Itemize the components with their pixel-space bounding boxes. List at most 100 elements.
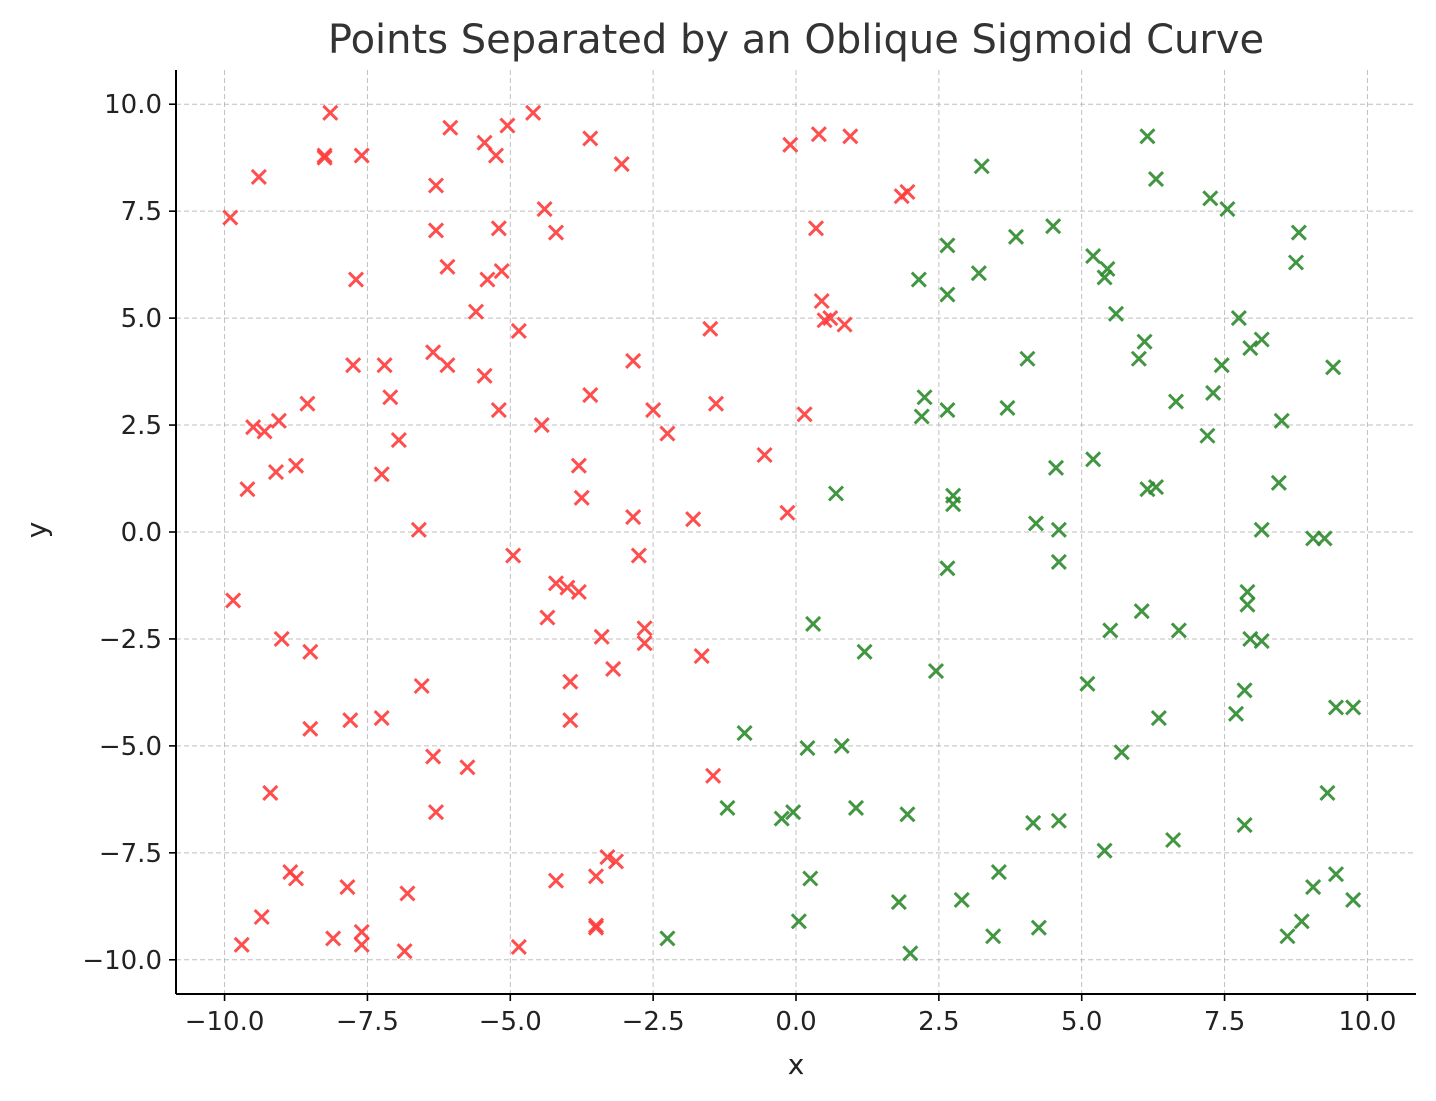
- data-point: [1050, 553, 1067, 571]
- data-point: [985, 928, 1002, 945]
- data-point: [599, 849, 616, 866]
- data-point: [396, 943, 413, 960]
- data-point: [299, 395, 316, 412]
- data-point: [1136, 333, 1153, 350]
- data-point: [1205, 384, 1222, 402]
- data-point: [342, 712, 359, 729]
- data-point: [570, 583, 587, 600]
- data-point: [1147, 171, 1165, 188]
- data-point: [973, 158, 990, 175]
- data-point: [1165, 831, 1182, 849]
- y-tick-label: −5.0: [99, 732, 162, 762]
- data-point: [1236, 816, 1253, 834]
- data-point: [625, 352, 642, 369]
- data-point: [427, 177, 445, 194]
- data-point: [593, 628, 610, 645]
- data-point: [796, 406, 813, 423]
- y-tick-label: 2.5: [121, 411, 162, 441]
- data-point: [702, 320, 719, 337]
- x-tick-label: −7.5: [336, 1007, 399, 1037]
- data-point: [425, 344, 442, 361]
- data-point: [707, 395, 725, 412]
- data-point: [902, 945, 919, 962]
- data-point: [499, 117, 516, 134]
- data-point: [287, 870, 305, 887]
- data-point: [799, 739, 816, 757]
- data-point: [1139, 128, 1156, 145]
- data-point: [270, 412, 287, 429]
- data-point: [316, 147, 333, 164]
- data-point: [899, 806, 916, 823]
- data-point: [1096, 842, 1113, 859]
- data-point: [1027, 515, 1045, 532]
- data-point: [373, 710, 390, 727]
- data-point: [1287, 254, 1305, 271]
- data-point: [302, 720, 319, 737]
- data-point: [605, 660, 622, 677]
- data-point: [1305, 878, 1322, 896]
- data-point: [302, 643, 319, 660]
- data-point: [1199, 427, 1216, 444]
- data-point: [899, 183, 916, 200]
- data-point: [539, 609, 556, 626]
- data-point: [573, 489, 590, 506]
- data-point: [1079, 675, 1096, 692]
- data-point: [373, 466, 390, 483]
- data-point: [505, 547, 522, 564]
- data-point: [779, 504, 796, 521]
- data-point: [1096, 269, 1113, 286]
- data-point: [807, 220, 825, 237]
- data-point: [890, 893, 907, 911]
- data-point: [1279, 928, 1296, 945]
- data-point: [1170, 622, 1187, 639]
- data-point: [1242, 339, 1259, 357]
- series-1: [659, 128, 1362, 962]
- data-point: [353, 923, 370, 941]
- data-point: [1239, 596, 1256, 613]
- data-point: [939, 560, 956, 577]
- x-tick-label: 5.0: [1061, 1007, 1102, 1037]
- data-point: [267, 464, 285, 481]
- data-point: [939, 237, 956, 254]
- x-tick-label: −10.0: [185, 1007, 265, 1037]
- data-point: [1202, 190, 1219, 207]
- series-0: [222, 104, 916, 960]
- data-point: [339, 878, 356, 896]
- data-point: [1147, 479, 1165, 496]
- data-point: [1085, 451, 1102, 468]
- data-point: [827, 485, 845, 502]
- data-point: [1019, 350, 1036, 367]
- data-point: [256, 423, 273, 440]
- data-point: [939, 402, 956, 419]
- data-point: [1236, 682, 1253, 699]
- data-point: [536, 200, 553, 218]
- data-point: [910, 271, 927, 288]
- data-point: [773, 810, 790, 827]
- data-point: [410, 521, 427, 538]
- data-point: [756, 446, 773, 464]
- data-point: [847, 799, 865, 816]
- data-point: [736, 724, 753, 742]
- data-point: [287, 457, 305, 474]
- data-point: [1253, 633, 1270, 650]
- data-point: [1273, 412, 1290, 429]
- data-point: [476, 367, 493, 384]
- data-point: [587, 919, 605, 936]
- data-point: [1102, 622, 1119, 639]
- data-point: [1085, 248, 1102, 265]
- data-point: [316, 149, 333, 166]
- data-point: [790, 913, 807, 930]
- data-point: [1293, 913, 1310, 930]
- data-point: [1290, 224, 1307, 241]
- data-point: [636, 620, 653, 637]
- data-point: [953, 891, 970, 908]
- data-point: [459, 759, 476, 776]
- x-tick-label: 2.5: [918, 1007, 959, 1037]
- data-point: [1253, 331, 1270, 348]
- data-point: [347, 271, 365, 288]
- data-point: [782, 136, 799, 153]
- data-point: [613, 156, 630, 173]
- y-tick-label: 10.0: [104, 90, 162, 120]
- x-tick-label: 10.0: [1338, 1007, 1396, 1037]
